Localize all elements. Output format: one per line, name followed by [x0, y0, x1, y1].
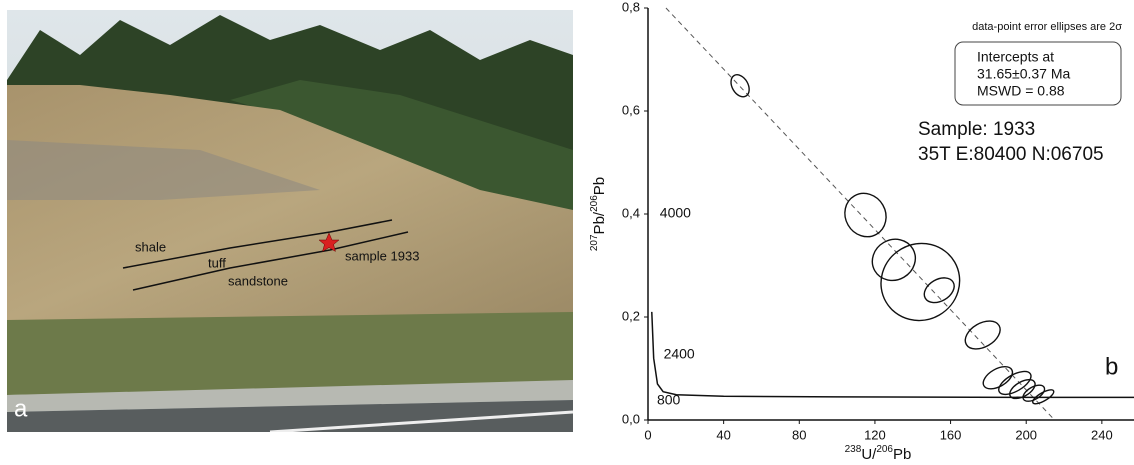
x-tick-label: 160 — [940, 427, 962, 442]
xlabel-part: 206 — [876, 444, 893, 455]
error-ellipse — [871, 238, 917, 282]
xlabel-part: 238 — [845, 444, 862, 455]
error-ellipse — [1022, 384, 1046, 402]
sample-line: 35T E:80400 N:06705 — [918, 144, 1104, 165]
x-tick-label: 120 — [864, 427, 886, 442]
x-tick-label: 240 — [1091, 427, 1113, 442]
photo — [7, 10, 573, 432]
photo-label: sample 1933 — [345, 248, 419, 263]
photo-label: sandstone — [228, 273, 288, 288]
age-label: 2400 — [664, 345, 695, 361]
y-tick-label: 0,2 — [622, 308, 640, 323]
ylabel-part: Pb/ — [591, 211, 608, 234]
ylabel-part: 206 — [589, 195, 600, 212]
error-ellipse — [923, 277, 955, 304]
panel-letter: a — [14, 395, 28, 422]
error-ellipse — [998, 370, 1032, 396]
xlabel-part: U/ — [861, 446, 877, 463]
ylabel: 207Pb/206Pb — [589, 177, 608, 251]
x-tick-label: 80 — [792, 427, 806, 442]
age-label: 4000 — [660, 205, 691, 221]
x-tick-label: 200 — [1015, 427, 1037, 442]
box-line: Intercepts at — [977, 49, 1054, 65]
error-ellipse — [1032, 389, 1055, 405]
y-tick-label: 0,4 — [622, 205, 640, 220]
xlabel-part: Pb — [893, 446, 911, 463]
y-tick-label: 0,8 — [622, 0, 640, 14]
x-tick-label: 0 — [644, 427, 651, 442]
age-label: 800 — [657, 392, 681, 408]
error-ellipse — [964, 320, 1001, 350]
ylabel-part: 207 — [589, 234, 600, 251]
error-ellipse — [844, 192, 887, 238]
error-ellipse — [730, 74, 750, 98]
photo-label: tuff — [208, 255, 226, 270]
error-ellipse — [982, 366, 1014, 390]
x-tick-label: 40 — [716, 427, 730, 442]
y-tick-label: 0,6 — [622, 102, 640, 117]
panel-letter: b — [1105, 353, 1118, 380]
ylabel-part: Pb — [591, 177, 608, 195]
concordia — [651, 311, 1134, 399]
photo-label: shale — [135, 239, 166, 254]
sample-line: Sample: 1933 — [918, 119, 1035, 140]
xlabel: 238U/206Pb — [845, 444, 912, 463]
regression — [665, 7, 1055, 421]
error-ellipse — [1009, 379, 1036, 400]
note: data-point error ellipses are 2σ — [972, 21, 1122, 33]
error-ellipse — [880, 242, 961, 322]
box-line: 31.65±0.37 Ma — [977, 66, 1071, 82]
result-box — [954, 41, 1122, 106]
y-tick-label: 0,0 — [622, 411, 640, 426]
box-line: MSWD = 0.88 — [977, 83, 1065, 99]
